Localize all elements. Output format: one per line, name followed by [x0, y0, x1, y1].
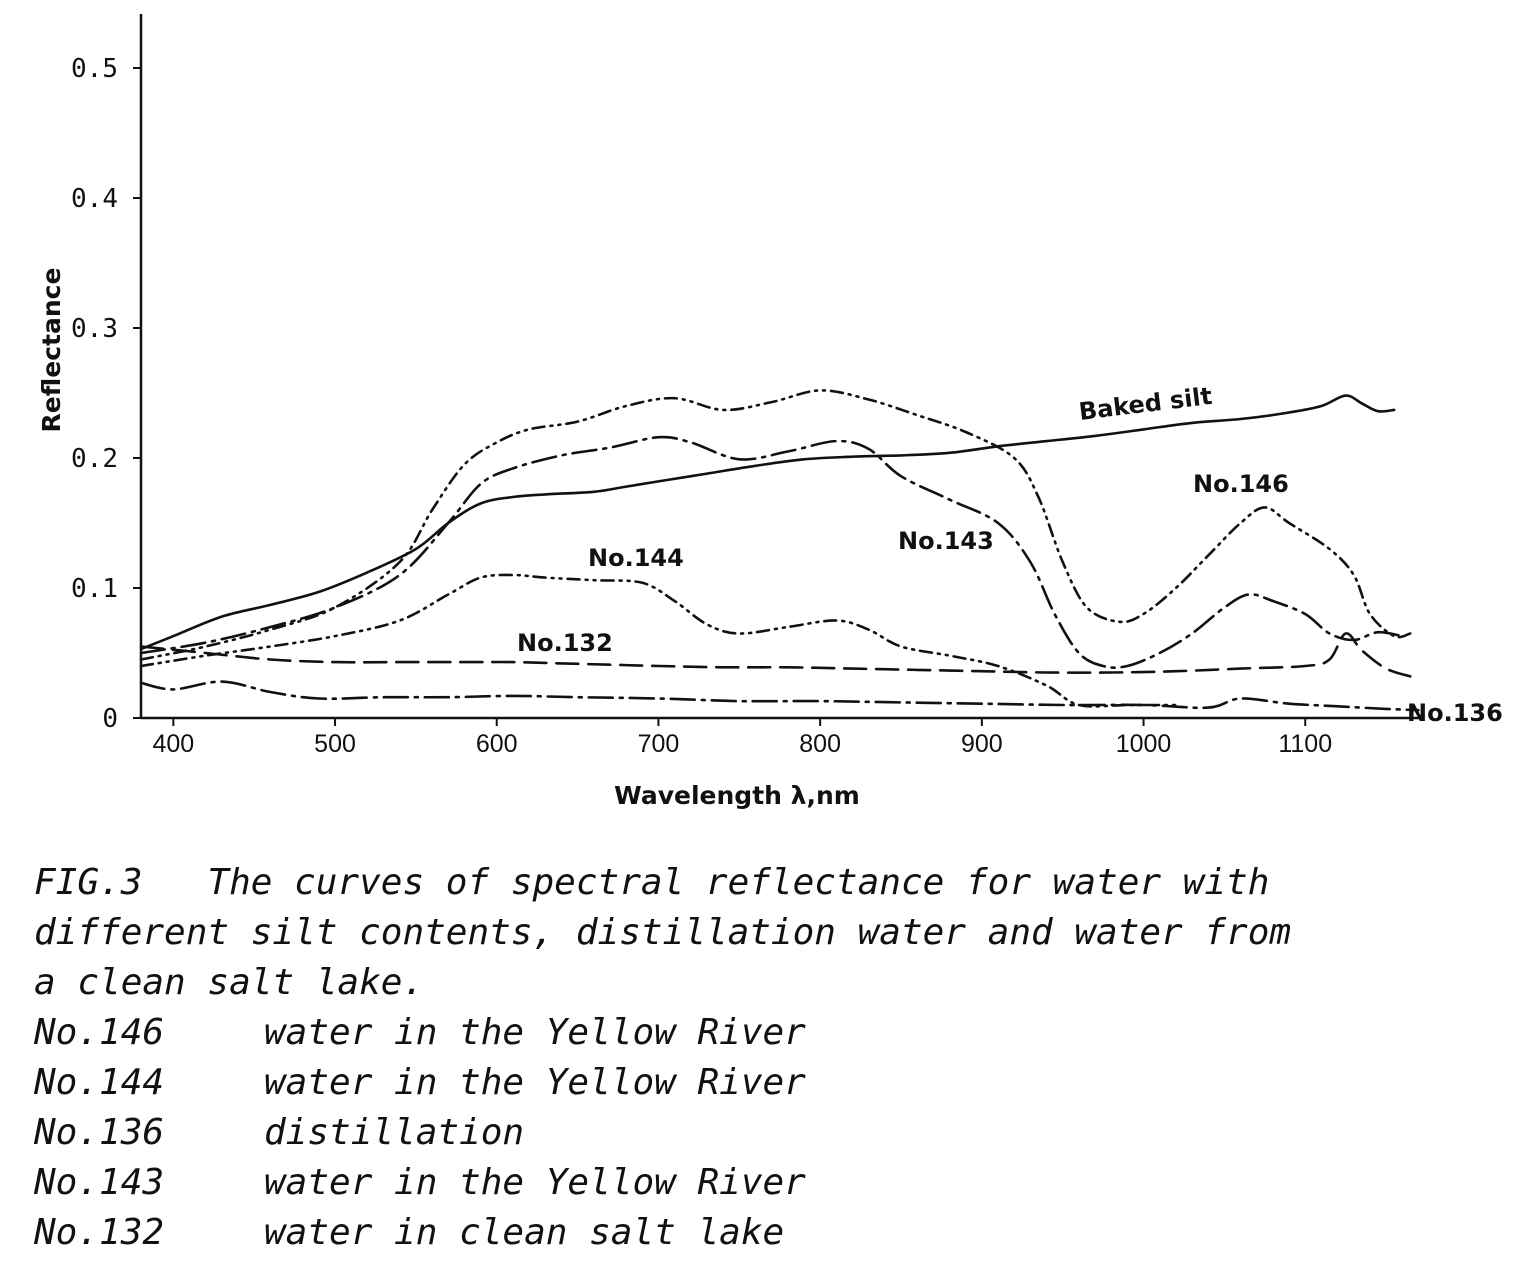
- caption-legend-row: No.136 distillation: [34, 1108, 1534, 1158]
- x-tick-label: 700: [638, 730, 680, 758]
- caption-line: different silt contents, distillation wa…: [34, 912, 1292, 953]
- legend-code: No.143: [34, 1162, 165, 1203]
- legend-text: water in the Yellow River: [264, 1062, 806, 1103]
- caption-legend-row: No.146 water in the Yellow River: [34, 1008, 1534, 1058]
- chart-axes: [139, 14, 1420, 720]
- caption-line: FIG.3 The curves of spectral reflectance…: [34, 862, 1270, 903]
- caption-legend-row: No.144 water in the Yellow River: [34, 1058, 1534, 1108]
- label-no144: No.144: [588, 544, 684, 572]
- label-no146: No.146: [1193, 470, 1289, 498]
- y-tick-label: 0.1: [71, 574, 118, 604]
- x-tick-label: 400: [152, 730, 194, 758]
- legend-text: distillation: [264, 1112, 525, 1153]
- caption-legend-row: No.143 water in the Yellow River: [34, 1158, 1534, 1208]
- series-line-baked-silt: [139, 394, 1396, 651]
- y-tick-label: 0.2: [71, 444, 118, 474]
- y-axis-title: Reflectance: [37, 268, 66, 433]
- y-tick-label: 0: [102, 704, 118, 734]
- legend-text: water in the Yellow River: [264, 1012, 806, 1053]
- legend-code: No.146: [34, 1012, 165, 1053]
- label-no132: No.132: [517, 629, 613, 657]
- series-line-no-144: [139, 573, 1178, 708]
- legend-code: No.132: [34, 1212, 165, 1253]
- x-tick-label: 600: [476, 730, 518, 758]
- x-tick-label: 1000: [1116, 730, 1172, 758]
- caption-line: a clean salt lake.: [34, 962, 425, 1003]
- x-tick-label: 900: [961, 730, 1003, 758]
- figure-caption: FIG.3 The curves of spectral reflectance…: [34, 858, 1534, 1258]
- y-tick-label: 0.5: [71, 54, 118, 84]
- y-tick-label: 0.4: [71, 184, 118, 214]
- caption-legend-row: No.132 water in clean salt lake: [34, 1208, 1534, 1258]
- label-no136: No.136: [1407, 699, 1503, 727]
- legend-text: water in clean salt lake: [264, 1212, 785, 1253]
- chart-ticks: 0 0.1 0.2 0.3 0.4 0.5 400 500 600 700 800 900 1000 11…: [71, 54, 1332, 758]
- x-tick-label: 500: [314, 730, 356, 758]
- legend-code: No.136: [34, 1112, 165, 1153]
- legend-code: No.144: [34, 1062, 165, 1103]
- x-tick-label: 1100: [1278, 730, 1332, 758]
- chart-curves: [139, 389, 1420, 712]
- chart-figure: 0 0.1 0.2 0.3 0.4 0.5 400 500 600 700 800 900 1000 11…: [37, 14, 1503, 810]
- label-baked-silt: Baked silt: [1077, 382, 1213, 426]
- x-tick-label: 800: [799, 730, 841, 758]
- y-tick-label: 0.3: [71, 314, 118, 344]
- series-line-no-136: [139, 680, 1420, 712]
- series-line-no-132: [139, 632, 1412, 678]
- label-no143: No.143: [898, 527, 994, 555]
- chart-curve-labels: Baked silt No.146 No.143 No.144 No.132 N…: [517, 382, 1503, 727]
- series-line-no-146: [139, 389, 1412, 661]
- x-axis-title: Wavelength λ,nm: [614, 781, 860, 810]
- legend-text: water in the Yellow River: [264, 1162, 806, 1203]
- series-line-no-143: [139, 435, 1404, 669]
